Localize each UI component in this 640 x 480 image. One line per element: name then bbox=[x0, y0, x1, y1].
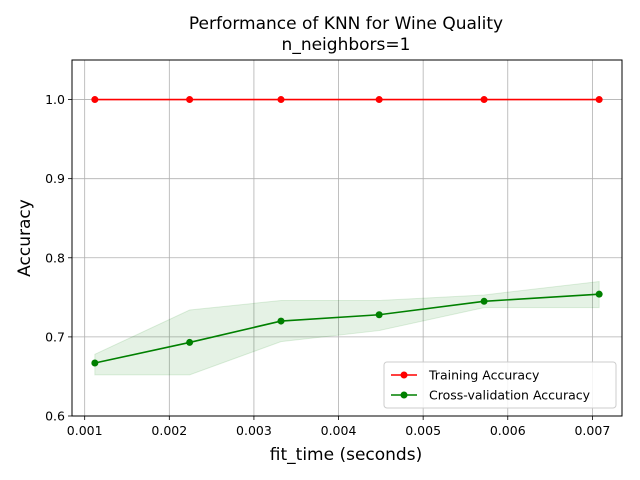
confidence-band-series-1 bbox=[94, 280, 600, 376]
data-point-series-0 bbox=[91, 96, 99, 104]
y-axis-label: Accuracy bbox=[15, 199, 35, 277]
legend-marker-training bbox=[400, 371, 408, 379]
series-lines bbox=[94, 98, 600, 364]
x-tick-label: 0.003 bbox=[236, 423, 272, 438]
y-tick-label: 0.7 bbox=[45, 329, 65, 344]
series-line-1 bbox=[94, 293, 600, 364]
legend-box bbox=[383, 361, 617, 409]
x-tick-label: 0.006 bbox=[490, 423, 526, 438]
x-tick-label: 0.004 bbox=[321, 423, 357, 438]
y-axis-ticks: 0.6 0.7 0.8 0.9 1.0 bbox=[45, 92, 72, 424]
data-point-series-0 bbox=[277, 96, 285, 104]
data-point-series-1 bbox=[595, 290, 603, 298]
y-tick-label: 0.9 bbox=[45, 171, 65, 186]
x-tick-label: 0.002 bbox=[151, 423, 187, 438]
y-tick-label: 0.8 bbox=[45, 250, 65, 265]
x-tick-label: 0.005 bbox=[405, 423, 441, 438]
data-point-series-0 bbox=[480, 96, 488, 104]
x-axis-ticks: 0.001 0.002 0.003 0.004 0.005 0.006 0.007 bbox=[67, 416, 610, 438]
data-point-series-1 bbox=[480, 297, 488, 305]
data-point-series-1 bbox=[277, 317, 285, 325]
plot-frame bbox=[71, 59, 623, 417]
data-point-series-0 bbox=[186, 96, 194, 104]
data-point-series-1 bbox=[91, 359, 99, 367]
data-point-series-0 bbox=[375, 96, 383, 104]
data-point-series-0 bbox=[595, 96, 603, 104]
series-points bbox=[91, 96, 603, 367]
y-tick-label: 0.6 bbox=[45, 409, 65, 424]
legend-label-training: Training Accuracy bbox=[428, 368, 540, 383]
x-axis-label: fit_time (seconds) bbox=[270, 445, 422, 465]
chart-title: Performance of KNN for Wine Quality bbox=[189, 14, 503, 34]
legend-marker-cv bbox=[400, 391, 408, 399]
data-point-series-1 bbox=[186, 338, 194, 346]
data-point-series-1 bbox=[375, 311, 383, 319]
chart-subtitle: n_neighbors=1 bbox=[282, 35, 411, 55]
confidence-bands bbox=[94, 99, 600, 376]
x-tick-label: 0.007 bbox=[574, 423, 610, 438]
legend-label-cv: Cross-validation Accuracy bbox=[429, 388, 591, 403]
legend: Training Accuracy Cross-validation Accur… bbox=[383, 361, 617, 409]
y-tick-label: 1.0 bbox=[45, 92, 65, 107]
x-tick-label: 0.001 bbox=[67, 423, 103, 438]
